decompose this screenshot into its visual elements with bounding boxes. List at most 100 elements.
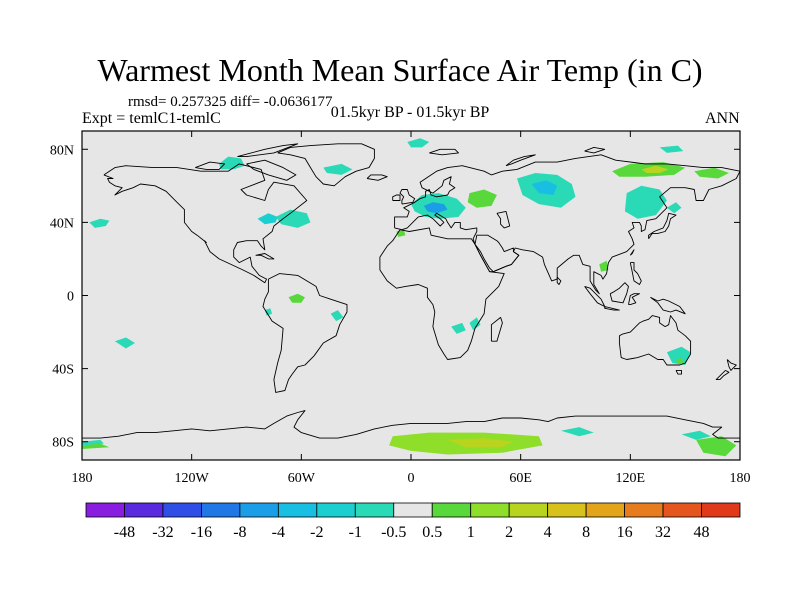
x-tick-label: 60E <box>509 471 532 486</box>
colorbar-level-label: -1 <box>349 524 362 541</box>
colorbar-swatch <box>316 502 356 518</box>
chart-title: Warmest Month Mean Surface Air Temp (in … <box>97 52 703 88</box>
colorbar-level-label: 32 <box>655 524 671 541</box>
coastline-south-america <box>262 273 348 393</box>
anomaly-region-se-africa <box>469 317 481 331</box>
coastline-baffin <box>246 159 297 181</box>
anomaly-region-chukotka <box>694 167 729 179</box>
anomaly-region-n-siberia-hot <box>641 165 669 173</box>
anomaly-region-arctic-ne <box>659 145 684 153</box>
anomaly-region-s-america-small <box>264 308 273 316</box>
anomaly-region-s-pacific <box>114 337 135 349</box>
coastline-caspian <box>496 210 511 229</box>
colorbar-level-label: 48 <box>694 524 710 541</box>
colorbar: -48 -32 -16 -8 -4 -2 -1 -0.5 0.5 1 2 4 8 16 32 48 <box>85 502 741 541</box>
coastline-sulawesi <box>628 293 640 306</box>
y-tick-label: 40N <box>50 216 74 231</box>
anomaly-region-se-asia <box>599 260 609 272</box>
stats-label: rmsd= 0.257325 diff= -0.0636177 <box>128 94 333 110</box>
x-tick-label: 0 <box>408 471 415 486</box>
period-label: 01.5kyr BP - 01.5kyr BP <box>330 104 490 121</box>
colorbar-swatch <box>201 502 241 518</box>
colorbar-swatch <box>277 502 318 518</box>
coastline-borneo <box>609 282 629 304</box>
colorbar-level-label: -32 <box>152 524 173 541</box>
anomaly-region-kamchatka <box>666 202 682 214</box>
coastline-new-zealand-n <box>726 359 737 371</box>
coastline-europe-asia <box>394 154 741 295</box>
colorbar-level-label: -16 <box>191 524 212 541</box>
colorbar-swatch <box>508 502 549 518</box>
anomaly-region-sw-australia-warm <box>676 357 684 364</box>
colorbar-swatch <box>585 502 625 518</box>
colorbar-swatch <box>662 502 702 518</box>
anomaly-region-e-europe-warm <box>467 189 497 208</box>
anomaly-region-brazil-e <box>330 310 344 322</box>
anomaly-region-n-pacific <box>89 218 110 228</box>
coastline-madagascar <box>490 316 503 342</box>
anomaly-region-antarctica-core <box>447 438 514 448</box>
experiment-label: Expt = temlC1-temlC <box>82 110 221 127</box>
coastline-sri-lanka <box>556 276 562 285</box>
season-label: ANN <box>705 110 740 127</box>
anomaly-region-labrador-sea <box>275 209 311 228</box>
x-tick-label: 120W <box>175 471 210 486</box>
colorbar-level-label: -0.5 <box>381 524 406 541</box>
colorbar-swatch <box>85 502 125 518</box>
anomaly-layer <box>82 138 737 457</box>
coastline-iceland <box>366 174 388 181</box>
colorbar-swatch <box>701 502 741 518</box>
colorbar-swatch <box>431 502 472 518</box>
coastline-japan <box>648 212 677 240</box>
coastline-ellesmere <box>237 143 299 158</box>
y-tick-label: 40S <box>52 363 74 378</box>
map-background <box>82 131 740 460</box>
coastline-novaya-zemlya <box>505 154 536 167</box>
x-tick-label: 60W <box>288 471 316 486</box>
y-tick-label: 80S <box>52 436 74 451</box>
coastline-layer <box>82 143 741 439</box>
coastline-arabia <box>474 234 520 273</box>
colorbar-swatch <box>393 502 433 518</box>
coastline-antarctica <box>82 410 740 439</box>
axis-layer: 180 120W 60W 0 60E 120E 180 80N 40N 0 40S 80S <box>50 131 751 486</box>
anomaly-region-europe-core <box>423 202 448 214</box>
x-tick-label: 180 <box>72 471 93 486</box>
anomaly-region-arctic-svalbard <box>407 138 430 148</box>
x-tick-label: 120E <box>616 471 646 486</box>
coastline-victoria-isl <box>195 161 226 170</box>
colorbar-swatch <box>470 502 510 518</box>
anomaly-region-amazon <box>288 293 305 303</box>
anomaly-region-n-atlantic <box>323 163 353 175</box>
anomaly-region-w-antarctic-warm <box>82 443 110 449</box>
anomaly-region-siberia-core <box>531 180 558 195</box>
coastline-australia <box>618 315 692 366</box>
y-tick-label: 0 <box>67 290 74 305</box>
anomaly-region-antarctica-e <box>560 427 594 437</box>
anomaly-region-se-australia <box>666 346 691 365</box>
coastline-tasmania <box>675 369 682 375</box>
anomaly-region-ne-us <box>257 213 278 225</box>
coastline-africa <box>379 227 505 360</box>
colorbar-level-label: -48 <box>114 524 135 541</box>
colorbar-swatch <box>547 502 587 518</box>
colorbar-level-label: 8 <box>582 524 590 541</box>
anomaly-region-n-canada <box>219 156 245 170</box>
coastline-new-guinea <box>650 296 686 315</box>
colorbar-swatch <box>624 502 664 518</box>
anomaly-region-ne-asia <box>624 185 667 219</box>
colorbar-level-label: 2 <box>505 524 513 541</box>
colorbar-level-label: 4 <box>544 524 552 541</box>
coastline-java <box>604 306 620 311</box>
x-tick-label: 180 <box>730 471 751 486</box>
colorbar-level-label: -4 <box>272 524 285 541</box>
coastline-svalbard <box>429 148 459 156</box>
colorbar-swatch <box>124 502 164 518</box>
colorbar-level-label: 16 <box>617 524 633 541</box>
colorbar-swatch <box>354 502 395 518</box>
coastline-greenland <box>277 143 375 187</box>
coastline-philippines <box>629 262 642 285</box>
coastline-great-britain <box>399 189 416 205</box>
colorbar-level-label: -2 <box>310 524 323 541</box>
